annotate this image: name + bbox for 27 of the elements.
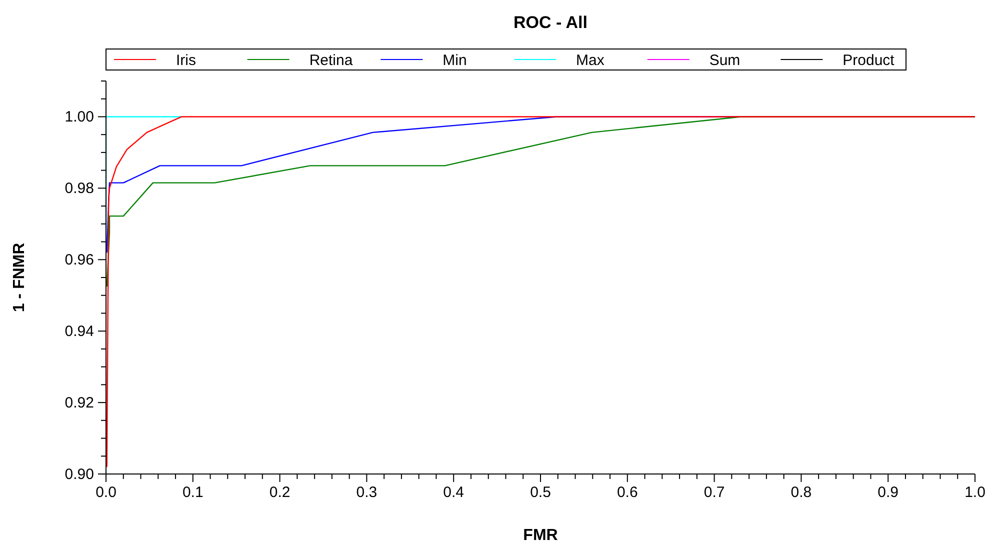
x-tick-label: 0.3: [356, 484, 378, 501]
y-tick-label: 0.94: [64, 323, 94, 340]
legend-label: Min: [442, 52, 467, 69]
x-tick-label: 0.8: [790, 484, 812, 501]
x-tick-label: 0.1: [182, 484, 204, 501]
y-tick-label: 0.96: [64, 252, 94, 269]
legend-label: Product: [842, 52, 896, 69]
y-axis-title: 1 - FNMR: [11, 242, 28, 312]
x-tick-label: 0.5: [530, 484, 551, 501]
legend-label: Iris: [176, 52, 196, 69]
x-tick-label: 0.2: [269, 484, 290, 501]
x-tick-label: 1.0: [964, 484, 986, 501]
legend-label: Max: [576, 52, 605, 69]
legend-label: Sum: [709, 52, 740, 69]
x-tick-label: 0.0: [96, 484, 116, 501]
x-axis-title: FMR: [523, 527, 558, 544]
x-tick-label: 0.4: [443, 484, 464, 501]
y-tick-label: 1.00: [64, 108, 94, 126]
x-tick-label: 0.9: [878, 484, 899, 501]
x-tick-label: 0.7: [704, 484, 725, 501]
y-tick-label: 0.98: [64, 180, 94, 198]
legend-label: Retina: [309, 52, 354, 69]
x-tick-label: 0.6: [616, 484, 638, 501]
line-series: [106, 116, 976, 468]
chart-title: ROC - All: [514, 13, 588, 32]
y-tick-label: 0.92: [64, 394, 94, 412]
y-tick-label: 0.90: [64, 466, 94, 483]
